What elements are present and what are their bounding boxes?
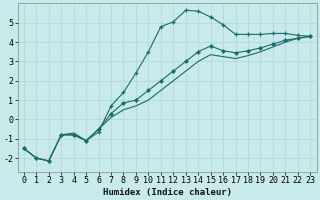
X-axis label: Humidex (Indice chaleur): Humidex (Indice chaleur)	[103, 188, 232, 197]
